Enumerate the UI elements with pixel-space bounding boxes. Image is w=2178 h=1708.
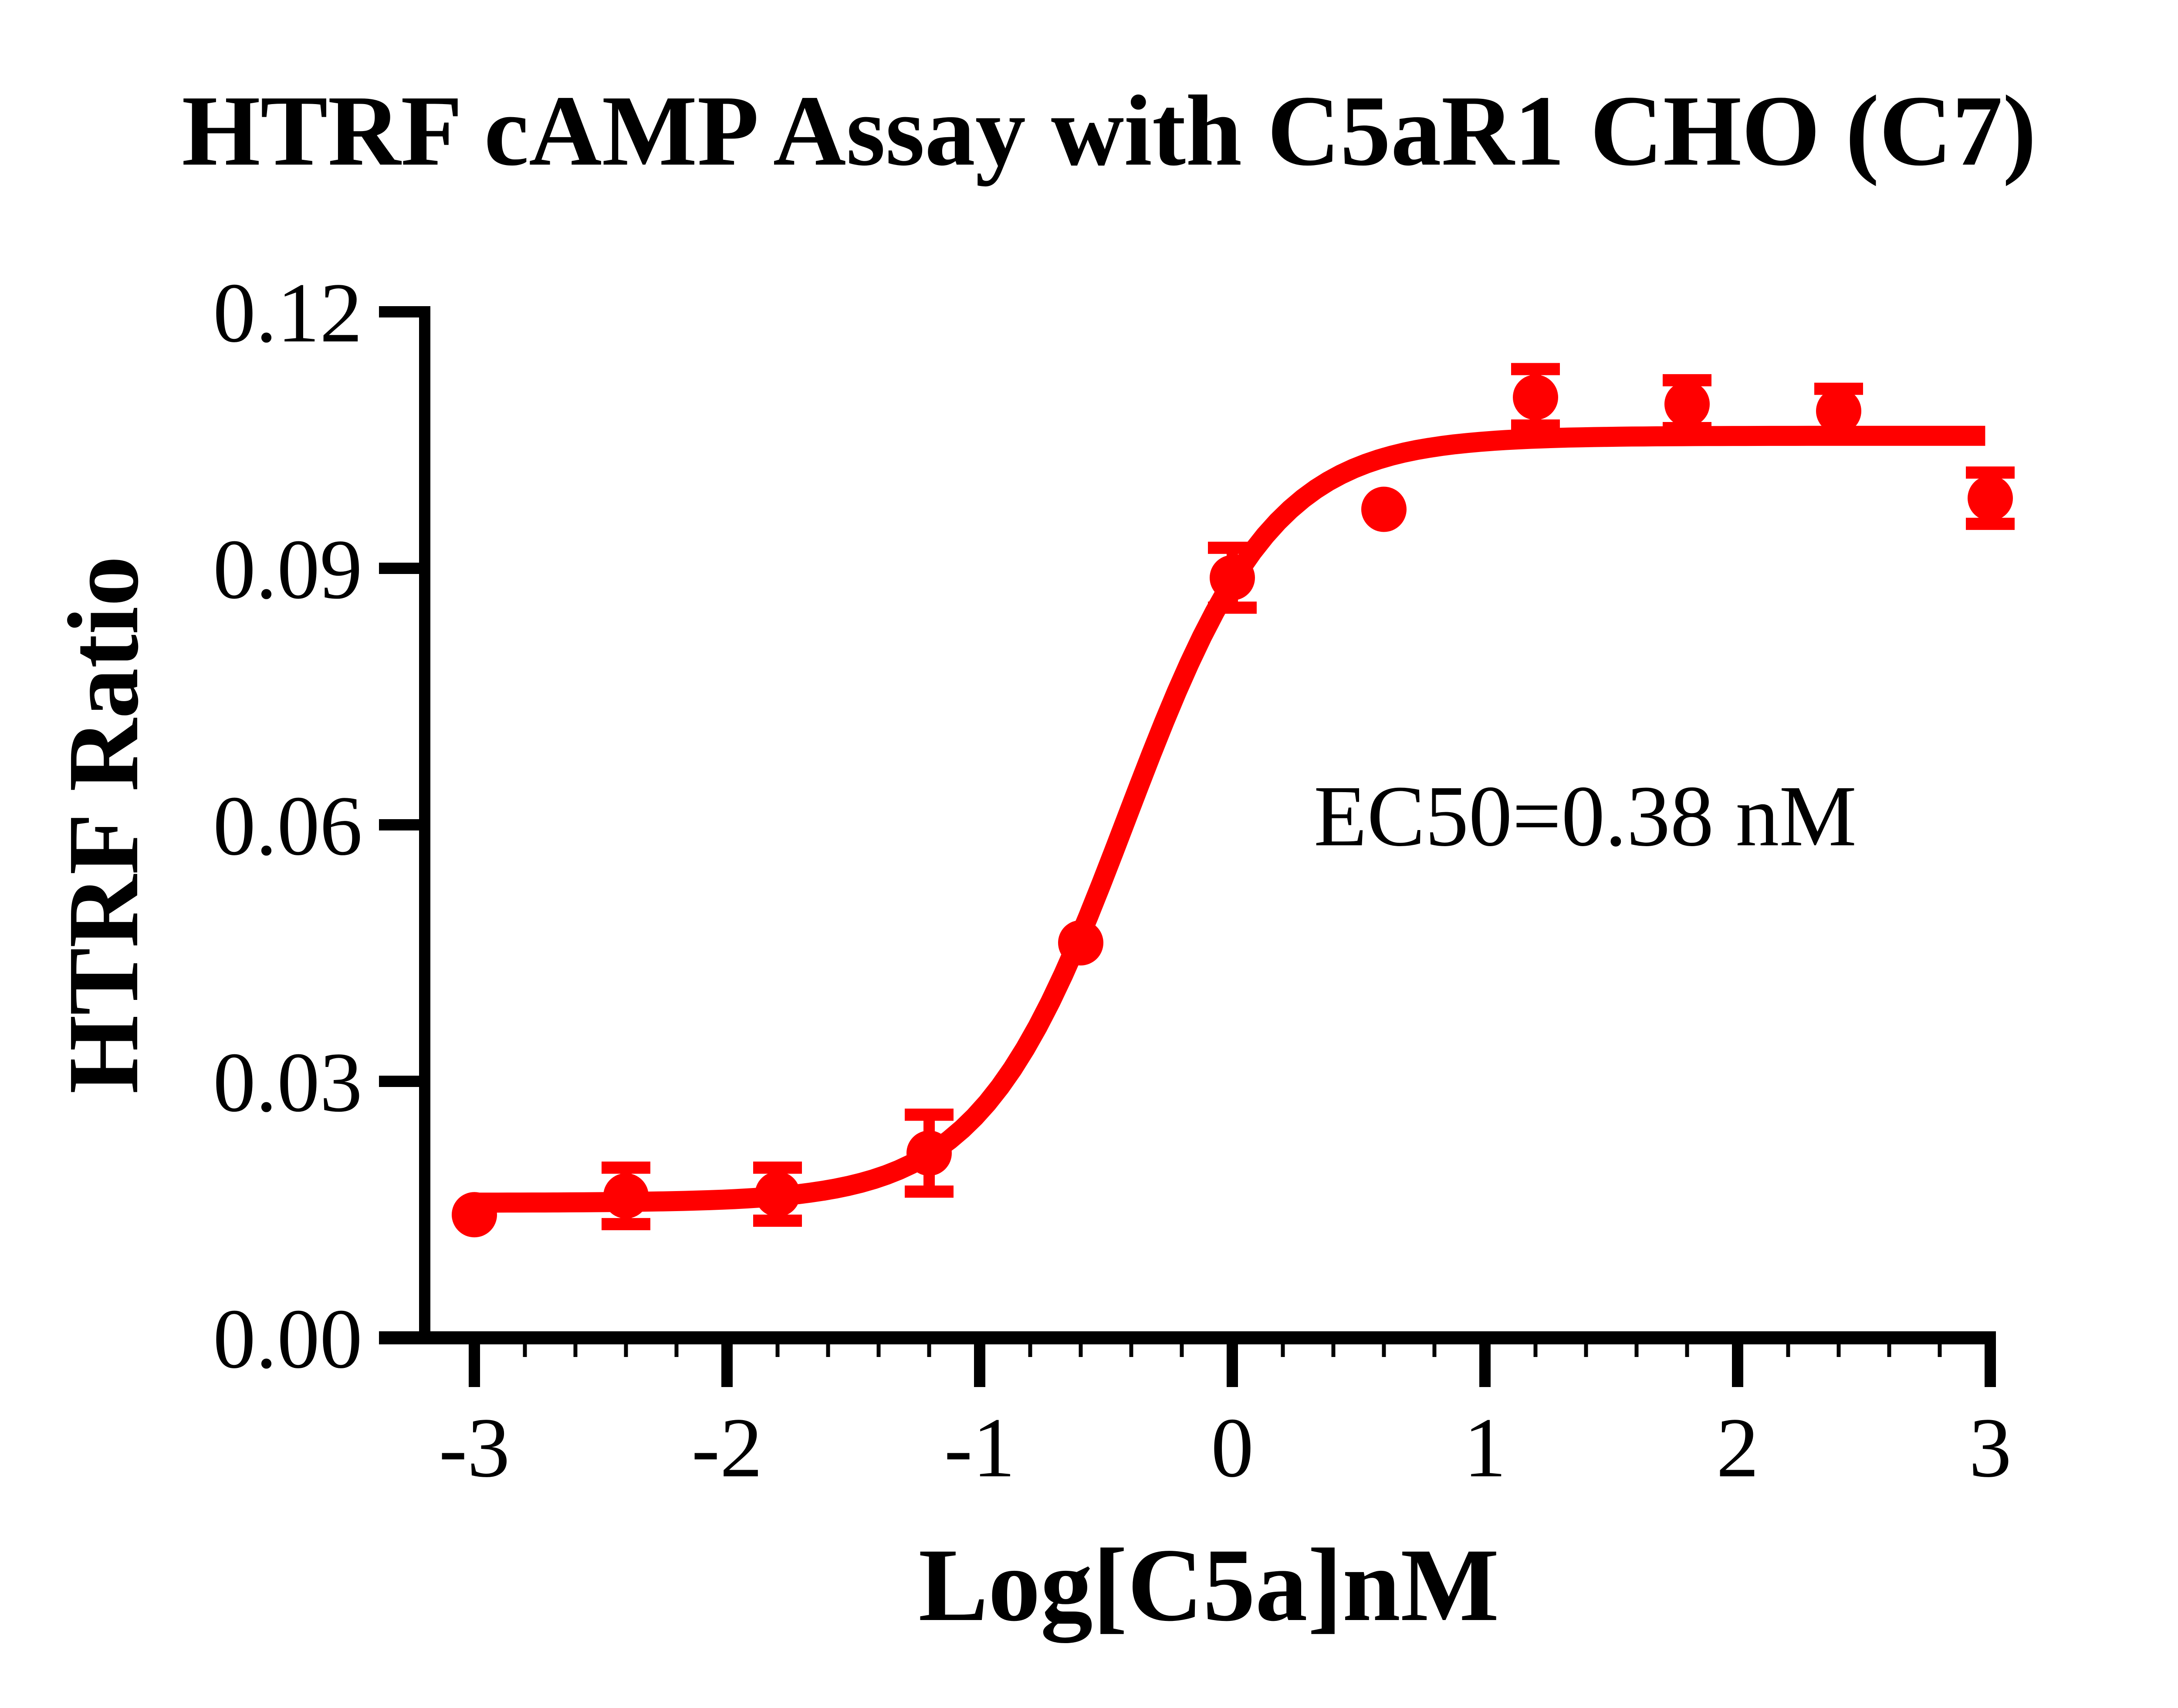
data-point [1968, 476, 2013, 521]
data-point [755, 1171, 800, 1217]
y-tick-label: 0.09 [213, 522, 362, 617]
data-point [452, 1192, 497, 1238]
x-tick-label: -2 [691, 1401, 762, 1495]
x-axis-minor-ticks [523, 1344, 1942, 1357]
data-point [1058, 920, 1103, 965]
x-tick-label: 0 [1211, 1401, 1254, 1495]
x-tick-label: 1 [1464, 1401, 1506, 1495]
x-axis-label: Log[C5a]nM [918, 1527, 1499, 1643]
data-point [1816, 388, 1861, 434]
y-tick-label: 0.12 [213, 266, 362, 360]
x-tick-label: -3 [439, 1401, 510, 1495]
data-point [1664, 381, 1710, 427]
data-point [906, 1130, 952, 1176]
y-tick-label: 0.06 [213, 779, 362, 873]
data-point [1513, 375, 1558, 420]
axis-tick-labels: 0.00 0.03 0.06 0.09 0.12 -3 -2 -1 0 1 2 3 [213, 266, 2012, 1495]
y-tick-label: 0.00 [213, 1292, 362, 1386]
x-tick-label: 3 [1969, 1401, 2012, 1495]
chart-title: HTRF cAMP Assay with C5aR1 CHO (C7) [182, 75, 2036, 187]
data-point [1210, 555, 1255, 601]
data-point-layer [452, 375, 2013, 1238]
y-tick-label: 0.03 [213, 1035, 362, 1130]
x-tick-label: 2 [1716, 1401, 1759, 1495]
y-axis-label: HTRF Ratio [47, 556, 159, 1094]
ec50-annotation: EC50=0.38 nM [1314, 768, 1857, 864]
data-point [603, 1173, 649, 1219]
data-point [1361, 486, 1407, 532]
x-tick-label: -1 [944, 1401, 1015, 1495]
axis-ticks [379, 306, 1996, 1387]
